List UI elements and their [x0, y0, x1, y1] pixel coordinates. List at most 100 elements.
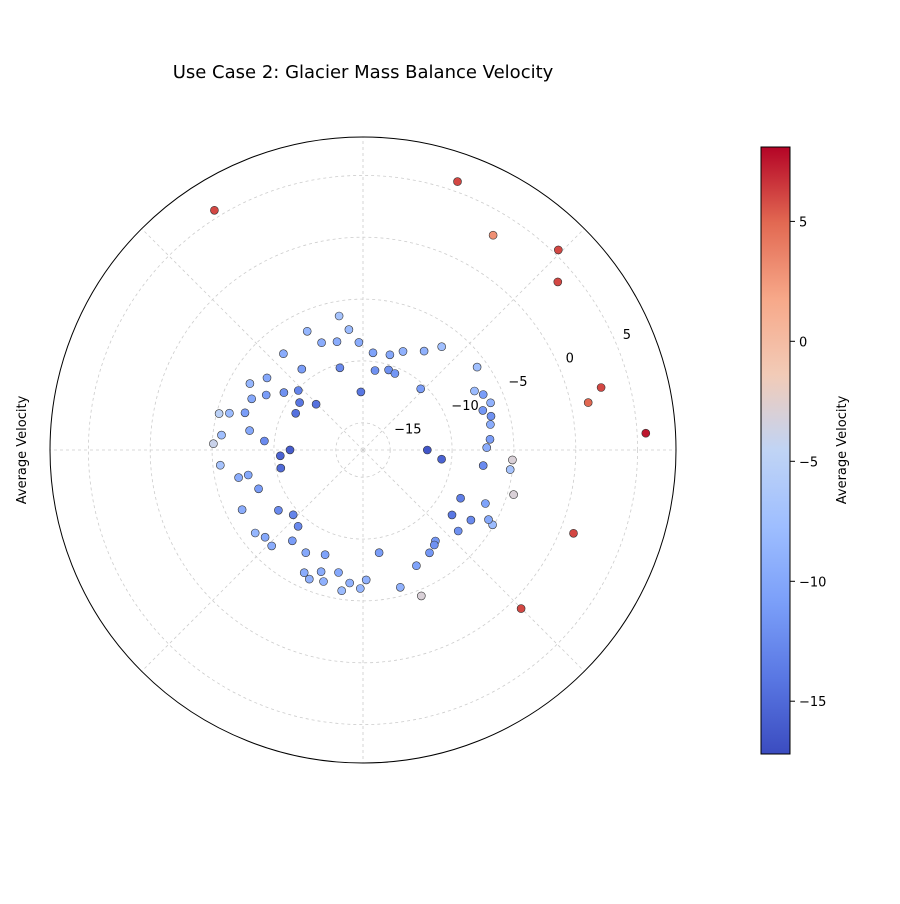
chart-title: Use Case 2: Glacier Mass Balance Velocit…: [173, 62, 554, 83]
data-point: [395, 582, 405, 592]
radial-tick-label: 5: [623, 328, 631, 343]
colorbar-label: Average Velocity: [835, 395, 850, 504]
data-point: [335, 363, 345, 373]
data-point: [596, 383, 606, 392]
data-point: [287, 536, 297, 546]
angular-gridline: [362, 449, 585, 672]
data-point: [569, 528, 578, 538]
data-point: [370, 366, 380, 375]
colorbar-ticks: −15 −10 −5 0 5: [790, 215, 826, 710]
data-point: [355, 584, 365, 593]
data-point: [447, 510, 457, 520]
data-point: [243, 470, 253, 480]
data-point: [275, 451, 285, 461]
angular-gridline: [141, 449, 364, 672]
data-point: [247, 394, 256, 404]
data-point: [320, 550, 330, 560]
colorbar: −15 −10 −5 0 5 Average Velocity: [760, 146, 850, 755]
data-point: [262, 373, 272, 383]
radial-gridline: [87, 174, 639, 726]
data-point: [398, 347, 408, 356]
data-point: [291, 408, 301, 418]
data-point: [225, 408, 234, 418]
data-points: [209, 177, 651, 613]
data-point: [416, 384, 426, 394]
data-point: [553, 277, 563, 287]
data-point: [240, 408, 250, 418]
data-point: [285, 445, 295, 455]
data-point: [311, 399, 321, 409]
data-point: [297, 364, 307, 374]
data-point: [267, 541, 277, 551]
data-point: [299, 568, 309, 578]
data-point: [345, 578, 355, 588]
data-point: [293, 521, 303, 531]
data-point: [250, 528, 260, 538]
radial-tick-labels: −15 −10 −5 0 5: [394, 328, 631, 438]
data-point: [486, 420, 495, 429]
colorbar-gradient: [760, 146, 791, 755]
data-point: [237, 505, 247, 515]
data-point: [245, 379, 255, 388]
data-point: [485, 434, 495, 444]
data-point: [293, 386, 303, 395]
data-point: [334, 311, 344, 321]
data-point: [279, 388, 289, 397]
data-point: [466, 515, 476, 525]
data-point: [412, 561, 421, 571]
data-point: [486, 411, 496, 421]
data-point: [488, 230, 498, 240]
angular-gridline: [141, 228, 364, 451]
data-point: [508, 455, 517, 465]
radial-tick-label: −5: [508, 375, 527, 390]
data-point: [478, 390, 488, 399]
data-point: [319, 577, 328, 586]
data-point: [505, 465, 515, 474]
data-point: [437, 454, 446, 464]
data-point: [390, 369, 400, 378]
radial-tick-label: −10: [451, 399, 478, 414]
data-point: [437, 342, 447, 352]
data-point: [288, 510, 298, 520]
data-point: [429, 540, 439, 550]
data-point: [274, 505, 283, 515]
data-point: [416, 591, 426, 601]
data-point: [456, 493, 465, 503]
radial-tick-label: 0: [566, 352, 574, 367]
colorbar-tick-label: −5: [799, 455, 818, 470]
data-point: [210, 206, 219, 215]
data-point: [583, 398, 593, 407]
radial-gridline: [335, 422, 391, 478]
data-point: [304, 574, 314, 584]
data-point: [344, 325, 354, 334]
data-point: [470, 386, 479, 396]
data-point: [279, 349, 288, 359]
data-point: [302, 326, 312, 336]
radial-gridline: [273, 360, 453, 540]
colorbar-tick-label: −10: [799, 575, 826, 590]
data-point: [422, 445, 432, 455]
colorbar-tick-label: −15: [799, 695, 826, 710]
angular-gridline: [362, 228, 585, 451]
data-point: [209, 439, 218, 449]
data-point: [260, 532, 270, 542]
data-point: [361, 575, 371, 585]
data-point: [425, 548, 434, 558]
data-point: [481, 499, 490, 508]
data-point: [374, 548, 384, 558]
data-point: [245, 426, 254, 435]
data-point: [509, 490, 518, 499]
data-point: [484, 515, 493, 524]
data-point: [214, 409, 224, 418]
data-point: [419, 346, 429, 356]
data-point: [334, 568, 343, 577]
colorbar-tick-label: 5: [799, 215, 807, 230]
data-point: [472, 362, 482, 372]
data-point: [354, 338, 364, 347]
data-point: [482, 443, 492, 452]
data-point: [516, 604, 526, 613]
y-axis-label: Average Velocity: [15, 395, 30, 504]
data-point: [317, 338, 326, 348]
